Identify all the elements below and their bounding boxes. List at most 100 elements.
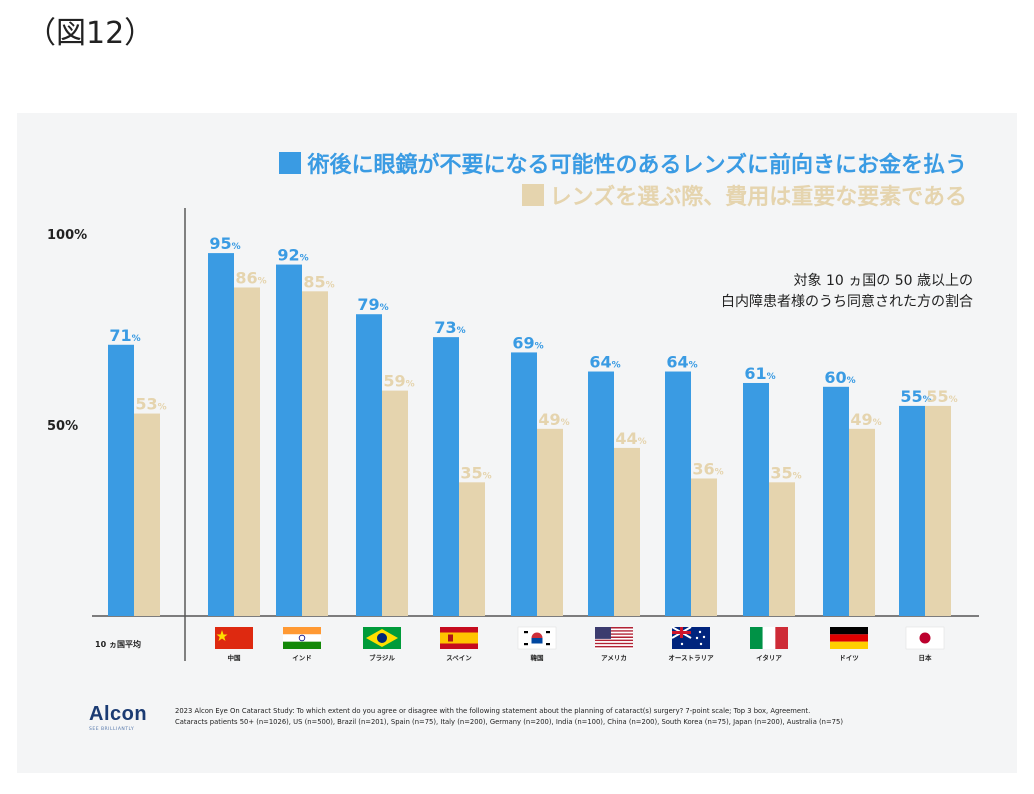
usa-flag-part xyxy=(595,645,633,648)
china-flag xyxy=(215,627,253,649)
bar-blue xyxy=(276,264,302,616)
usa-flag-part xyxy=(595,641,633,643)
china-flag-part xyxy=(215,627,253,649)
spain-flag xyxy=(440,627,478,649)
legend-swatch-beige xyxy=(521,184,544,206)
bar-beige xyxy=(925,405,951,616)
bar-blue xyxy=(665,371,691,616)
category-label: 日本 xyxy=(919,653,933,662)
category-label: ブラジル xyxy=(369,653,395,662)
category-label: 韓国 xyxy=(531,653,545,662)
data-label-beige: 49% xyxy=(538,410,569,429)
figure-label: （図12） xyxy=(26,16,155,51)
australia-flag-part xyxy=(695,636,699,640)
data-label-beige: 36% xyxy=(692,459,723,478)
india-flag-part xyxy=(283,627,321,635)
source-line-2: Cataracts patients 50+ (n=1026), US (n=5… xyxy=(175,718,843,726)
india-flag-part xyxy=(283,641,321,649)
korea-flag xyxy=(517,626,557,650)
legend-item-blue: 術後に眼鏡が不要になる可能性のあるレンズに前向きにお金を払う xyxy=(279,147,967,179)
australia-flag-part xyxy=(702,635,706,639)
alcon-logo: Alcon xyxy=(89,703,148,725)
bar-beige xyxy=(614,447,640,616)
japan-flag xyxy=(905,626,945,650)
spain-flag-part xyxy=(440,632,478,644)
legend-item-beige: レンズを選ぶ際、費用は重要な要素である xyxy=(521,179,967,211)
bar-beige xyxy=(537,428,563,616)
korea-flag-part xyxy=(531,638,543,644)
category-label: オーストラリア xyxy=(668,654,714,662)
usa-flag-part xyxy=(595,642,633,645)
chart-subtitle: 対象 10 ヵ国の 50 歳以上の 白内障患者様のうち同意された方の割合 xyxy=(613,271,973,313)
category-label: スペイン xyxy=(446,654,472,662)
source-line-1: 2023 Alcon Eye On Cataract Study: To whi… xyxy=(175,707,811,715)
bar-blue xyxy=(823,386,849,616)
bar-blue xyxy=(433,337,459,616)
italy-flag-part xyxy=(762,627,776,649)
korea-flag-part xyxy=(524,643,528,646)
usa-flag-part xyxy=(595,627,633,629)
bar-beige xyxy=(234,287,260,616)
brazil-flag xyxy=(363,627,401,649)
china-flag-part xyxy=(216,630,228,641)
bar-chart: 100% 50% 71% 53% 10 ヵ国平均 95% 86% 中国 92% 85% インド 79%… xyxy=(47,208,979,662)
bar-blue xyxy=(511,352,537,616)
usa-flag-part xyxy=(595,634,633,637)
legend-label-beige: レンズを選ぶ際、費用は重要な要素である xyxy=(549,185,967,210)
germany-flag xyxy=(830,627,868,649)
bar-blue xyxy=(208,253,234,616)
data-label-blue: 92% xyxy=(277,246,308,265)
bar-beige xyxy=(691,478,717,616)
category-label: アメリカ xyxy=(601,654,627,662)
usa-flag-part xyxy=(595,627,611,639)
bar-beige xyxy=(302,291,328,616)
japan-flag-part xyxy=(919,632,931,644)
spain-flag-part xyxy=(448,634,453,642)
bar-blue xyxy=(108,344,134,616)
data-label-beige: 59% xyxy=(383,372,414,391)
subtitle-line-1: 対象 10 ヵ国の 50 歳以上の xyxy=(793,273,973,289)
data-label-beige: 53% xyxy=(135,395,166,414)
legend-swatch-blue xyxy=(279,152,302,174)
italy-flag-part xyxy=(750,627,763,649)
india-flag-part xyxy=(283,634,321,642)
legend-label-blue: 術後に眼鏡が不要になる可能性のあるレンズに前向きにお金を払う xyxy=(307,153,967,178)
subtitle-line-2: 白内障患者様のうち同意された方の割合 xyxy=(721,294,973,310)
india-flag-part xyxy=(298,634,306,642)
y-tick-label: 50% xyxy=(47,419,78,434)
bar-beige xyxy=(382,390,408,616)
usa-flag-part xyxy=(595,647,633,649)
category-label: 中国 xyxy=(228,653,242,662)
bar-blue xyxy=(899,405,925,616)
bar-beige xyxy=(134,413,160,616)
korea-flag-part xyxy=(546,631,550,634)
korea-flag-part xyxy=(524,631,528,634)
australia-flag-part xyxy=(672,631,691,634)
usa-flag-part xyxy=(595,631,633,634)
data-label-beige: 86% xyxy=(235,268,266,287)
data-label-blue: 95% xyxy=(209,234,240,253)
germany-flag-part xyxy=(830,641,868,649)
italy-flag xyxy=(750,627,788,649)
usa-flag-part xyxy=(595,638,633,640)
alcon-brand: Alcon SEE BRILLIANTLY xyxy=(89,703,179,732)
usa-flag-part xyxy=(595,630,633,632)
data-label-blue: 71% xyxy=(109,326,140,345)
bar-beige xyxy=(769,482,795,616)
y-tick-label: 100% xyxy=(47,228,87,243)
australia-flag-part xyxy=(698,630,702,634)
australia-flag xyxy=(671,626,710,649)
bar-blue xyxy=(588,371,614,616)
chart-panel: 術後に眼鏡が不要になる可能性のあるレンズに前向きにお金を払う レンズを選ぶ際、費… xyxy=(17,113,1017,773)
brand-tagline: SEE BRILLIANTLY xyxy=(89,727,135,732)
usa-flag-part xyxy=(595,636,633,638)
india-flag xyxy=(283,627,321,649)
data-label-blue: 64% xyxy=(666,353,697,372)
data-label-beige: 35% xyxy=(460,463,491,482)
data-label-beige: 55% xyxy=(926,387,957,406)
usa-flag-part xyxy=(595,639,633,642)
data-label-blue: 73% xyxy=(434,318,465,337)
data-label-beige: 85% xyxy=(303,272,334,291)
italy-flag-part xyxy=(775,627,788,649)
data-label-blue: 79% xyxy=(357,295,388,314)
